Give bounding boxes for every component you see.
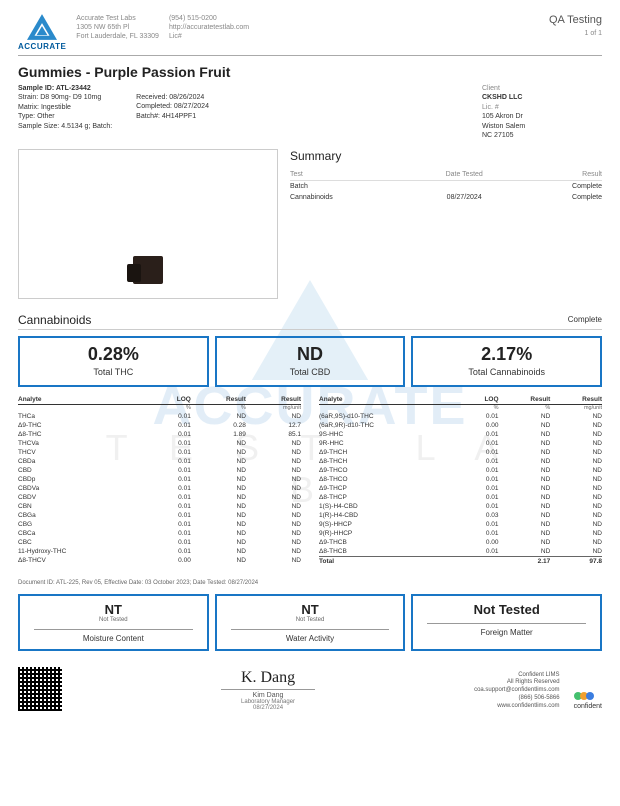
analyte-row: 9(R)-HHCP0.01NDND (319, 529, 602, 538)
analyte-row: CBG0.01NDND (18, 520, 301, 529)
analyte-row: CBDV0.01NDND (18, 493, 301, 502)
analyte-row: CBDVa0.01NDND (18, 484, 301, 493)
analytes-table-left: AnalyteLOQResultResult %%mg/unitTHCa0.01… (18, 395, 301, 565)
secondary-test-box: Not TestedForeign Matter (411, 594, 602, 651)
analyte-row: CBGa0.01NDND (18, 511, 301, 520)
lab-contact: (954) 515-0200http://accuratetestlab.com… (169, 14, 249, 41)
page-number: 1 of 1 (549, 30, 602, 37)
analyte-row: 11-Hydroxy-THC0.01NDND (18, 547, 301, 556)
analyte-row: Δ9-THCB0.00NDND (319, 538, 602, 547)
header: ACCURATE Accurate Test Labs1305 NW 65th … (18, 14, 602, 56)
cannabinoids-heading: Cannabinoids Complete (18, 313, 602, 330)
sample-image (133, 256, 163, 284)
analyte-row: 9R-HHC0.01NDND (319, 439, 602, 448)
secondary-test-box: NTNot TestedMoisture Content (18, 594, 209, 651)
analyte-row: CBD0.01NDND (18, 466, 301, 475)
lab-address: Accurate Test Labs1305 NW 65th PlFort La… (76, 14, 159, 41)
analyte-row: Δ8-THCP0.01NDND (319, 493, 602, 502)
signature-block: K. Dang Kim Dang Laboratory Manager 08/2… (221, 669, 315, 711)
analyte-row: CBDp0.01NDND (18, 475, 301, 484)
signatory-name: Kim Dang (221, 692, 315, 699)
sample-photo (18, 149, 278, 299)
client-lic-label: Lic. # (482, 103, 602, 112)
client-label: Client (482, 84, 602, 93)
analyte-row: 1(R)-H4-CBD0.03NDND (319, 511, 602, 520)
analyte-row: CBCa0.01NDND (18, 529, 301, 538)
lab-logo: ACCURATE (18, 14, 66, 51)
analyte-row: Δ9-THCP0.01NDND (319, 484, 602, 493)
footer: K. Dang Kim Dang Laboratory Manager 08/2… (18, 667, 602, 711)
client-name: CKSHD LLC (482, 93, 602, 102)
analyte-row: CBDa0.01NDND (18, 457, 301, 466)
analyte-row: Δ8-THC0.011.8985.1 (18, 430, 301, 439)
analyte-row: (6aR,9R)-d10-THC0.00NDND (319, 421, 602, 430)
confident-logo: confident (574, 692, 602, 711)
document-id-line: Document ID: ATL-225, Rev 05, Effective … (18, 580, 602, 586)
analyte-row: Δ8-THCB0.01NDND (319, 547, 602, 557)
analyte-row: CBN0.01NDND (18, 502, 301, 511)
analyte-row: Δ9-THCO0.01NDND (319, 466, 602, 475)
analyte-row: Δ8-THCO0.01NDND (319, 475, 602, 484)
product-title: Gummies - Purple Passion Fruit (18, 64, 602, 80)
analyte-row: CBC0.01NDND (18, 538, 301, 547)
sample-meta: Sample ID: ATL-23442Strain: D8 90mg- D9 … (18, 84, 602, 141)
totals-row: 0.28%Total THCNDTotal CBD2.17%Total Cann… (18, 336, 602, 387)
summary-table: TestDate TestedResult BatchCompleteCanna… (290, 169, 602, 203)
secondary-test-box: NTNot TestedWater Activity (215, 594, 406, 651)
signature-date: 08/27/2024 (221, 705, 315, 711)
analyte-row: 9S-HHC0.01NDND (319, 430, 602, 439)
secondary-tests: NTNot TestedMoisture ContentNTNot Tested… (18, 594, 602, 651)
analyte-row: 9(S)-HHCP0.01NDND (319, 520, 602, 529)
analyte-row: (6aR,9S)-d10-THC0.01NDND (319, 412, 602, 421)
analyte-row: THCVa0.01NDND (18, 439, 301, 448)
analyte-row: Δ9-THCH0.01NDND (319, 448, 602, 457)
qr-code (18, 667, 62, 711)
analytes: AnalyteLOQResultResult %%mg/unitTHCa0.01… (18, 395, 602, 566)
analyte-row: THCa0.01NDND (18, 412, 301, 421)
analyte-row: THCV0.01NDND (18, 448, 301, 457)
analyte-row: Δ8-THCH0.01NDND (319, 457, 602, 466)
confident-info: Confident LIMS All Rights Reserved coa.s… (474, 672, 602, 711)
analyte-total-row: Total2.1797.8 (319, 556, 602, 566)
signature: K. Dang (221, 669, 315, 690)
qa-label: QA Testing (549, 14, 602, 26)
analyte-row: Δ8-THCV0.00NDND (18, 556, 301, 565)
summary-title: Summary (290, 149, 602, 163)
analytes-table-right: AnalyteLOQResultResult %%mg/unit(6aR,9S)… (319, 395, 602, 566)
total-box: 2.17%Total Cannabinoids (411, 336, 602, 387)
analyte-row: Δ9-THC0.010.2812.7 (18, 421, 301, 430)
cannabinoids-status: Complete (568, 315, 602, 324)
lab-name: ACCURATE (18, 42, 66, 51)
analyte-row: 1(S)-H4-CBD0.01NDND (319, 502, 602, 511)
total-box: NDTotal CBD (215, 336, 406, 387)
total-box: 0.28%Total THC (18, 336, 209, 387)
